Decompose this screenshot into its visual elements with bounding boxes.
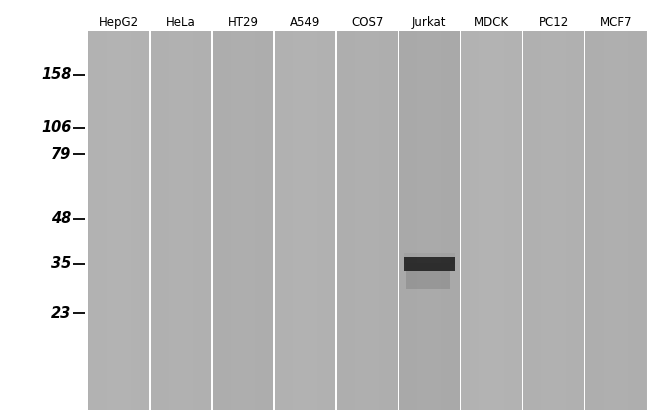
Text: MCF7: MCF7 (599, 16, 632, 29)
Bar (404, 257, 455, 270)
Text: 23: 23 (51, 306, 72, 321)
Text: COS7: COS7 (351, 16, 383, 29)
Text: 35: 35 (51, 257, 72, 272)
Text: Jurkat: Jurkat (412, 16, 447, 29)
Text: 79: 79 (51, 147, 72, 162)
Bar (107, 31, 131, 410)
Bar (523, 31, 584, 410)
Text: HepG2: HepG2 (99, 16, 139, 29)
Text: PC12: PC12 (538, 16, 569, 29)
Bar (273, 31, 275, 410)
Bar (541, 31, 566, 410)
Bar (522, 31, 523, 410)
Bar (584, 31, 586, 410)
Bar (335, 31, 337, 410)
Bar (211, 31, 213, 410)
Text: A549: A549 (290, 16, 320, 29)
Bar (169, 31, 193, 410)
Bar (293, 31, 317, 410)
Bar (417, 31, 441, 410)
Bar (460, 31, 461, 410)
Bar (275, 31, 335, 410)
Bar (231, 31, 255, 410)
Bar (604, 31, 628, 410)
Bar (88, 31, 647, 410)
Text: MDCK: MDCK (474, 16, 509, 29)
Bar (355, 31, 380, 410)
Bar (398, 31, 399, 410)
Bar (149, 31, 151, 410)
Bar (404, 253, 455, 264)
Text: HT29: HT29 (227, 16, 259, 29)
Bar (337, 31, 398, 410)
Bar (399, 31, 460, 410)
Bar (213, 31, 273, 410)
Bar (586, 31, 646, 410)
Bar (88, 31, 149, 410)
Text: 158: 158 (41, 67, 72, 82)
Text: 106: 106 (41, 120, 72, 135)
Text: 48: 48 (51, 211, 72, 226)
Bar (462, 31, 522, 410)
Bar (406, 263, 450, 289)
Text: HeLa: HeLa (166, 16, 196, 29)
Bar (479, 31, 504, 410)
Bar (151, 31, 211, 410)
